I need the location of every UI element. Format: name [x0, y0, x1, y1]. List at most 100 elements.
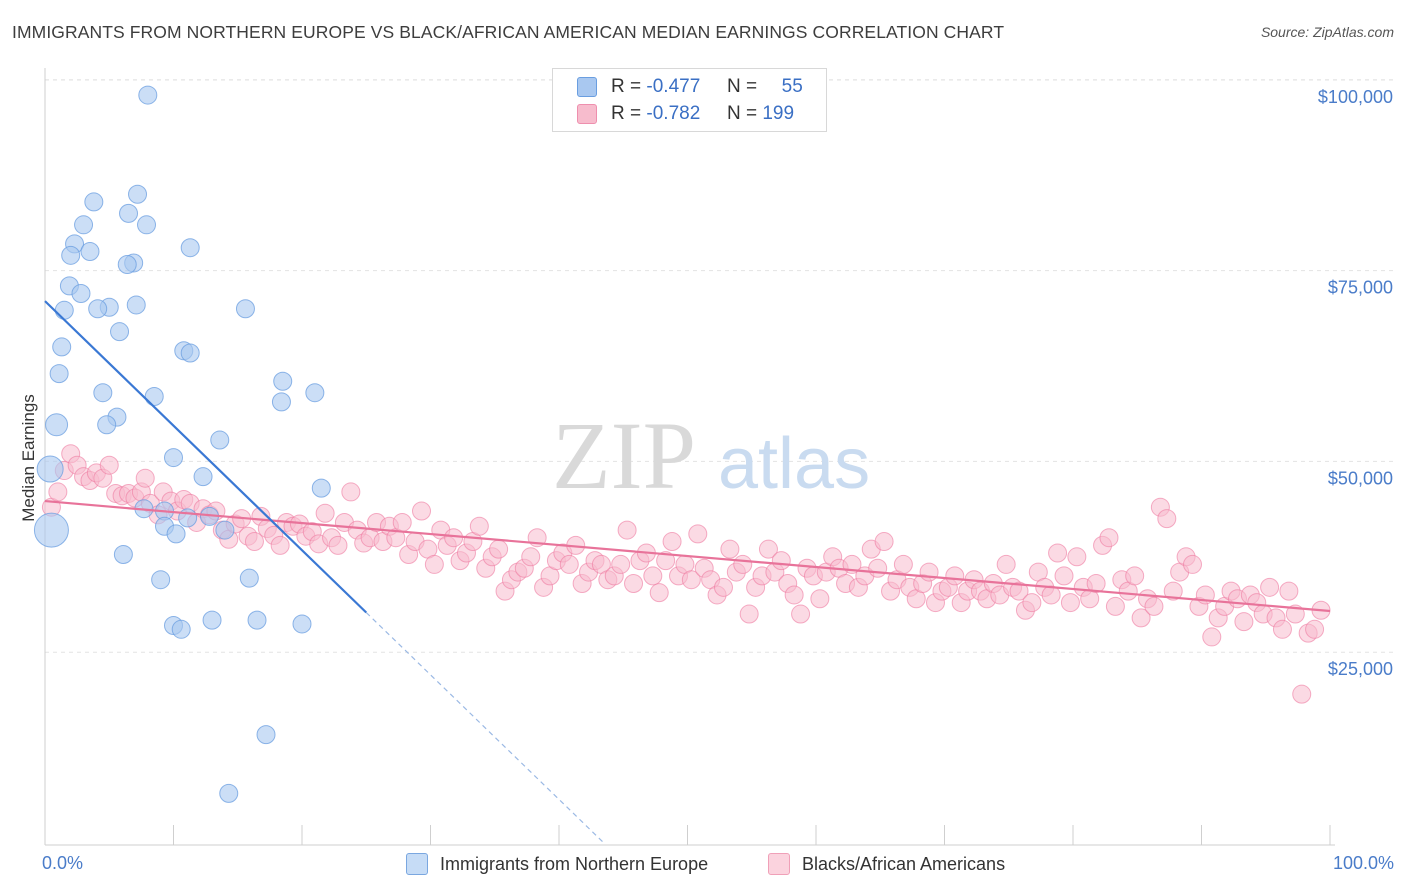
- pink-point-158: [1054, 566, 1074, 586]
- blue-point-7: [180, 238, 200, 258]
- blue-point-49: [171, 619, 191, 639]
- blue-point-36: [311, 478, 331, 498]
- blue-point-54: [219, 783, 239, 803]
- pink-point-106: [720, 539, 740, 559]
- pink-point-105: [713, 577, 733, 597]
- blue-point-4: [74, 215, 94, 235]
- blue-point-32: [210, 430, 230, 450]
- pink-point-81: [559, 554, 579, 574]
- blue-point-51: [247, 610, 267, 630]
- pink-point-70: [489, 539, 509, 559]
- blue-point-31: [97, 415, 117, 435]
- blue-point-53: [256, 725, 276, 745]
- blue-point-20: [52, 337, 72, 357]
- legend-r-value-blue: -0.477: [646, 76, 701, 97]
- pink-point-178: [1183, 554, 1203, 574]
- source-label: Source: ZipAtlas.com: [1260, 24, 1394, 40]
- pink-trend-line: [44, 499, 1331, 613]
- pink-point-193: [1279, 581, 1299, 601]
- bottom-legend-swatch-pink: [768, 853, 790, 875]
- pink-point-133: [893, 554, 913, 574]
- x-tick-labels: 0.0% 100.0%: [42, 853, 1394, 873]
- legend-row-pink: R = -0.782 N = 199: [577, 102, 794, 126]
- x-tick-label-0: 0.0%: [42, 853, 83, 873]
- pink-point-9: [99, 455, 119, 475]
- pink-point-15: [135, 468, 155, 488]
- pink-point-151: [1009, 581, 1029, 601]
- pink-point-192: [1272, 619, 1292, 639]
- blue-point-9: [61, 245, 81, 265]
- pink-point-117: [791, 604, 811, 624]
- blue-point-30: [45, 413, 69, 437]
- pink-point-112: [758, 539, 778, 559]
- pink-point-160: [1067, 547, 1087, 567]
- pink-point-190: [1260, 577, 1280, 597]
- blue-point-28: [271, 392, 291, 412]
- axes: [44, 68, 1335, 846]
- legend-n-label-pink: N =: [726, 103, 758, 124]
- pink-point-141: [945, 566, 965, 586]
- blue-point-1: [128, 184, 148, 204]
- pink-point-47: [341, 482, 361, 502]
- pink-point-63: [444, 528, 464, 548]
- pink-point-195: [1292, 684, 1312, 704]
- pink-point-156: [1041, 585, 1061, 605]
- pink-point-101: [688, 524, 708, 544]
- legend-n-value-pink: 199: [762, 103, 795, 124]
- legend-n-value-blue: 55: [781, 76, 803, 97]
- blue-trend-line: [44, 300, 368, 614]
- blue-point-34: [36, 455, 64, 483]
- pink-point-163: [1086, 574, 1106, 594]
- pink-point-90: [617, 520, 637, 540]
- y-tick-labels: $25,000 $50,000 $75,000 $100,000: [1318, 87, 1393, 679]
- pink-point-174: [1157, 509, 1177, 529]
- pink-point-175: [1163, 581, 1183, 601]
- blue-point-43: [166, 524, 186, 544]
- blue-point-3: [119, 203, 139, 223]
- y-tick-label-3: $100,000: [1318, 87, 1393, 107]
- correlation-legend: R = -0.477 N = 55 R = -0.782 N = 199: [552, 68, 827, 132]
- bottom-legend-label-blue: Immigrants from Northern Europe: [440, 853, 709, 874]
- blue-point-13: [71, 283, 91, 303]
- y-tick-label-1: $50,000: [1328, 468, 1393, 488]
- pink-point-153: [1022, 593, 1042, 613]
- blue-point-14: [126, 295, 146, 315]
- pink-point-181: [1202, 627, 1222, 647]
- blue-point-33: [164, 448, 183, 468]
- pink-point-60: [424, 554, 444, 574]
- blue-point-41: [215, 520, 235, 540]
- blue-point-44: [33, 512, 69, 548]
- pink-point-137: [919, 562, 939, 582]
- blue-point-8: [80, 242, 100, 262]
- blue-point-25: [93, 383, 113, 403]
- pink-point-194: [1285, 604, 1305, 624]
- legend-r-value-pink: -0.782: [646, 103, 701, 124]
- blue-point-0: [138, 85, 158, 105]
- blue-point-5: [137, 215, 157, 235]
- pink-point-43: [315, 503, 335, 523]
- legend-r-label-pink: R =: [611, 103, 642, 124]
- pink-series-points: [41, 444, 1331, 704]
- blue-series-points: [33, 85, 331, 803]
- y-tick-label-0: $25,000: [1328, 659, 1393, 679]
- pink-point-32: [244, 532, 264, 552]
- pink-point-97: [662, 532, 682, 552]
- pink-point-109: [739, 604, 759, 624]
- pink-point-186: [1234, 612, 1254, 632]
- blue-point-26: [305, 383, 325, 403]
- pink-point-170: [1131, 608, 1151, 628]
- legend-n-label-blue: N =: [726, 76, 758, 97]
- pink-point-58: [412, 501, 432, 521]
- pink-point-120: [810, 589, 830, 609]
- pink-point-45: [328, 535, 348, 555]
- pink-point-1: [48, 482, 68, 502]
- watermark-zip: ZIP: [552, 402, 696, 509]
- blue-point-16: [235, 299, 255, 319]
- pink-point-89: [611, 554, 631, 574]
- pink-point-149: [996, 554, 1016, 574]
- blue-point-46: [151, 570, 171, 590]
- watermark-atlas: atlas: [718, 424, 870, 504]
- blue-point-19: [110, 322, 130, 342]
- pink-point-75: [521, 547, 541, 567]
